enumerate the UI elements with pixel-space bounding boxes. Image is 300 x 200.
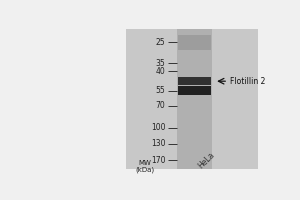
Text: 40: 40 [156,67,165,76]
FancyBboxPatch shape [178,77,211,85]
Text: MW
(kDa): MW (kDa) [135,160,154,173]
FancyBboxPatch shape [178,86,211,95]
Text: Flotillin 2: Flotillin 2 [230,77,266,86]
Text: 70: 70 [156,101,165,110]
FancyBboxPatch shape [177,29,212,169]
Text: 35: 35 [156,59,165,68]
Text: 170: 170 [151,156,165,165]
Text: HeLa: HeLa [197,150,217,170]
FancyBboxPatch shape [126,29,258,169]
Text: 100: 100 [151,123,165,132]
Text: 130: 130 [151,139,165,148]
FancyBboxPatch shape [178,35,211,50]
Text: 25: 25 [156,38,165,47]
Text: 55: 55 [156,86,165,95]
